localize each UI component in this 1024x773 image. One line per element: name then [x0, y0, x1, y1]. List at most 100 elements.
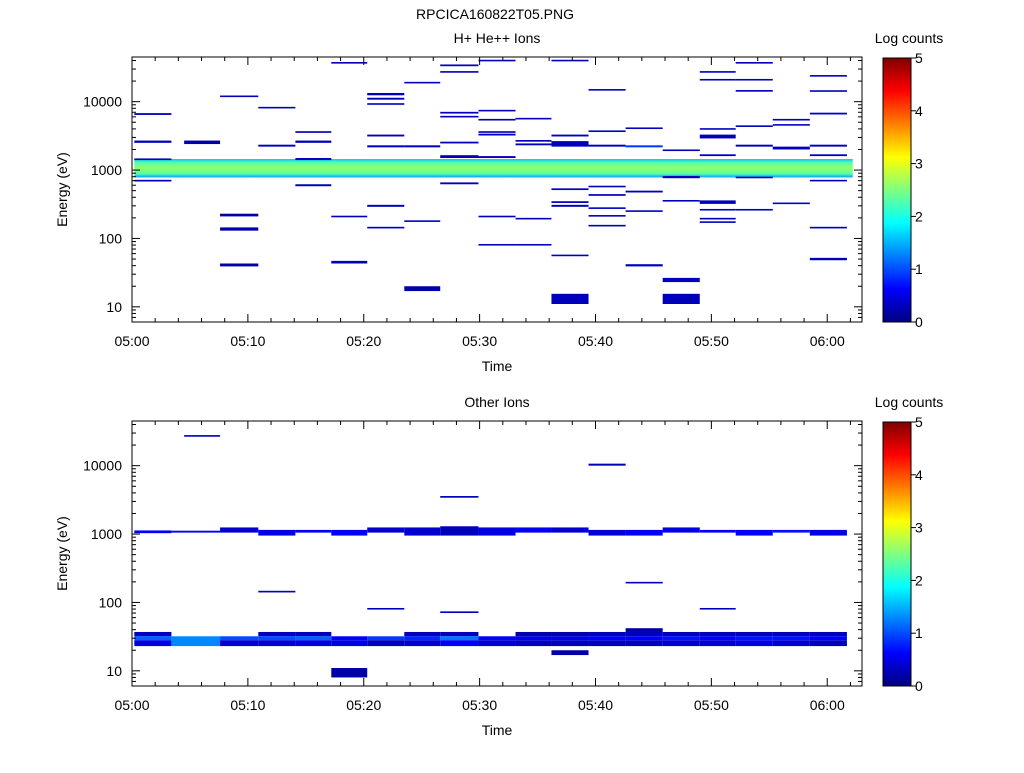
heatmap-cell — [625, 631, 663, 637]
heatmap-cell — [220, 95, 259, 98]
heatmap-cell — [662, 631, 700, 637]
heatmap-cell — [588, 636, 626, 641]
heatmap-cell — [404, 631, 441, 637]
heatmap-cell — [699, 631, 736, 637]
plot-area — [132, 421, 862, 686]
heatmap-cell — [220, 263, 259, 267]
heatmap-cell — [171, 636, 221, 647]
heatmap-cell — [367, 145, 405, 148]
colorbar-tick-label: 3 — [915, 520, 923, 536]
heatmap-cell — [515, 636, 552, 641]
heatmap-cell — [809, 154, 847, 157]
heatmap-cell — [220, 527, 259, 533]
heatmap-cell — [331, 215, 368, 218]
heatmap-cell — [588, 185, 626, 188]
x-tick-label: 05:30 — [462, 333, 497, 349]
heatmap-cell — [551, 134, 589, 137]
heatmap-cell — [699, 636, 736, 641]
heatmap-cell — [404, 636, 441, 641]
panel-h-he-ions: 05:00 05:10 05:20 05:30 05:40 05:50 06:0010100… — [54, 30, 943, 374]
y-tick-label: 100 — [99, 594, 123, 610]
heatmap-cell — [440, 496, 479, 498]
heatmap-cell — [478, 118, 516, 121]
x-tick-label: 05:20 — [346, 333, 381, 349]
heatmap-cell — [588, 640, 626, 647]
y-axis-label: Energy (eV) — [54, 516, 70, 591]
heatmap-cell — [735, 90, 773, 92]
heatmap-cell — [134, 179, 172, 182]
heatmap-cell — [735, 144, 773, 147]
heatmap-cell — [625, 264, 663, 267]
heatmap-cell — [331, 260, 368, 264]
heatmap-cell — [662, 277, 700, 283]
heatmap-cell — [588, 215, 626, 217]
heatmap-cell — [551, 650, 589, 656]
heatmap-cell — [515, 143, 552, 146]
heatmap-cell — [220, 227, 259, 231]
heatmap-cell — [515, 140, 552, 142]
heatmap-cell — [367, 97, 405, 100]
heatmap-cell — [258, 640, 296, 647]
heatmap-cell — [515, 117, 552, 120]
heatmap-cell — [295, 140, 332, 143]
heatmap-cell — [258, 106, 296, 109]
heatmap-cell — [220, 640, 259, 647]
heatmap-cell — [258, 590, 296, 593]
heatmap-cell — [625, 636, 663, 641]
heatmap-cell — [551, 293, 589, 304]
heatmap-cell — [625, 529, 663, 536]
figure-title: RPCICA160822T05.PNG — [416, 6, 574, 22]
colorbar-tick-label: 3 — [915, 156, 923, 172]
heatmap-cell — [367, 92, 405, 96]
heatmap-cell — [551, 527, 589, 533]
heatmap-cell — [699, 607, 736, 610]
heatmap-cell — [478, 131, 516, 133]
heatmap-cell — [662, 636, 700, 641]
heatmap-cell — [440, 111, 479, 114]
heatmap-cell — [772, 529, 810, 533]
heatmap-cell — [625, 581, 663, 584]
colorbar-tick-label: 2 — [915, 572, 923, 588]
heatmap-cell — [588, 631, 626, 637]
heatmap-cell — [478, 640, 516, 647]
heatmap-cell — [134, 530, 172, 534]
heatmap-cell — [625, 190, 663, 193]
heatmap-cell — [295, 636, 332, 641]
heatmap-cell — [515, 640, 552, 647]
heatmap-cell — [404, 220, 441, 222]
heatmap-cell — [735, 208, 773, 211]
heatmap-cell — [404, 286, 441, 292]
heatmap-cell — [551, 188, 589, 191]
heatmap-cell — [551, 640, 589, 647]
heatmap-cell — [809, 144, 847, 147]
heatmap-cell — [772, 202, 810, 205]
heatmap-cell — [809, 636, 847, 641]
colorbar — [882, 421, 912, 687]
heatmap-cell — [809, 75, 847, 77]
heatmap-cell — [478, 636, 516, 641]
colorbar-tick-label: 0 — [915, 314, 923, 330]
heatmap-cell — [440, 64, 479, 67]
x-tick-label: 06:00 — [810, 697, 845, 713]
heatmap-cell — [440, 155, 479, 159]
colorbar-tick-label: 1 — [915, 625, 923, 641]
heatmap-cell — [404, 81, 441, 84]
heatmap-cell — [772, 146, 810, 150]
heatmap-cell — [625, 145, 663, 148]
heatmap-cell — [478, 215, 516, 218]
heatmap-cell — [258, 529, 296, 536]
heatmap-cell — [551, 631, 589, 637]
heatmap-cell — [440, 611, 479, 614]
heatmap-cell — [662, 293, 700, 304]
y-axis-label: Energy (eV) — [54, 152, 70, 227]
heatmap-cell — [772, 640, 810, 647]
heatmap-cell — [588, 529, 626, 536]
heatmap-cell — [699, 221, 736, 223]
heatmap-cell — [134, 636, 172, 641]
heatmap-cell — [134, 113, 172, 115]
heatmap-cell — [184, 435, 221, 437]
panel-title: H+ He++ Ions — [454, 30, 541, 46]
heatmap-cell — [588, 144, 626, 147]
heatmap-cell — [367, 607, 405, 610]
